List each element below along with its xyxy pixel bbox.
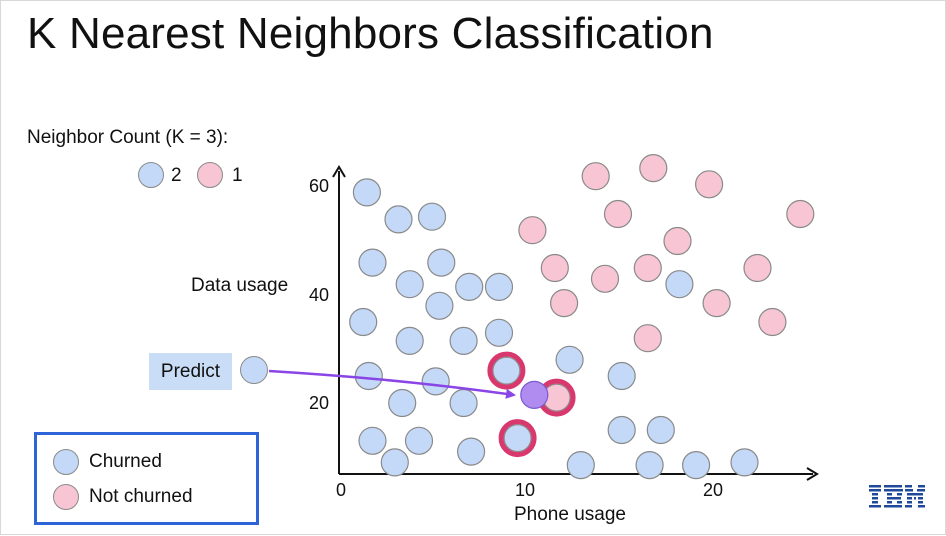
legend-label-not-churned: Not churned [89,486,193,507]
churned-point [352,178,381,207]
pink-circle-icon [197,162,223,188]
not-churned-point [702,289,731,318]
churned-point [395,326,424,355]
churned-point [384,205,413,234]
churned-point [457,437,486,466]
churned-point [421,367,450,396]
not-churned-point [694,170,724,199]
x-axis-label: Phone usage [514,504,626,525]
churned-point [380,448,409,477]
churned-point [681,451,711,480]
churned-point [358,426,387,455]
churned-point [449,326,478,355]
pink-neighbor-count: 1 [232,165,243,186]
churned-point [449,388,478,418]
legend-label-churned: Churned [89,451,162,472]
not-churned-point [639,154,668,183]
churned-point [358,248,387,277]
ibm-logo [869,485,925,508]
churned-point [395,270,424,299]
churned-point [607,361,636,391]
blue-circle-icon [138,162,164,188]
y-tick-label: 20 [309,393,330,413]
churned-point [566,451,595,480]
y-axis-label: Data usage [191,275,289,296]
churned-point [730,448,759,477]
y-tick-label: 40 [309,285,330,305]
churned-point [425,291,454,320]
churned-point [388,388,417,418]
y-tick-label: 60 [309,176,330,196]
churned-point [484,272,514,301]
predict-label: Predict [149,353,232,390]
legend-item-churned: Churned [53,449,162,475]
legend-item-not-churned: Not churned [53,484,193,510]
churned-point [354,361,383,391]
churned-point [646,415,675,445]
not-churned-point [633,324,662,353]
churned-point [607,415,636,445]
not-churned-point [549,289,579,318]
blue-neighbor-count: 2 [171,165,182,186]
not-churned-point [743,253,772,283]
not-churned-point [663,226,692,256]
not-churned-point [758,307,787,337]
nearest-neighbor-ring [487,351,526,390]
not-churned-point [633,253,662,283]
x-tick-label: 20 [703,480,724,500]
neighbor-count-label: Neighbor Count (K = 3): [27,127,229,148]
query-point [520,380,549,409]
churned-point [555,345,584,374]
churned-point [455,272,484,301]
y-axis-arrow-icon [332,165,346,178]
x-tick-label: 10 [515,480,536,500]
churned-point [492,356,521,385]
not-churned-point [518,216,547,245]
legend: Churned Not churned [34,432,259,525]
not-churned-point [603,199,633,229]
not-churned-circle-icon [53,484,79,510]
x-axis-arrow-icon [806,467,819,481]
nearest-neighbor-ring [498,419,537,458]
predict-circle-icon [240,356,268,384]
churned-point [404,426,434,455]
churned-point [665,270,694,299]
churned-point [427,248,456,277]
not-churned-point [786,199,815,229]
slide-title: K Nearest Neighbors Classification [27,9,714,58]
not-churned-point [540,253,569,283]
predict-arrow [268,369,516,399]
x-tick-label: 0 [336,480,347,500]
not-churned-point [590,264,620,293]
churned-point [349,307,378,337]
churned-point [635,451,664,480]
churned-circle-icon [53,449,79,475]
not-churned-point [581,162,610,191]
churned-point [417,202,447,231]
churned-point [484,318,514,347]
churned-point [503,424,532,453]
